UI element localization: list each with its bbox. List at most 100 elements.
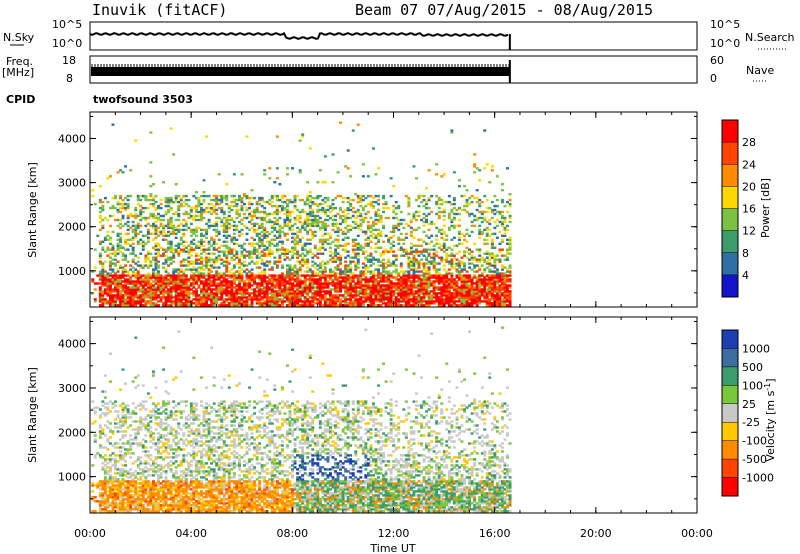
power-cell: [341, 230, 345, 234]
power-cell: [189, 276, 193, 279]
power-cell: [495, 268, 499, 271]
power-cell: [174, 270, 178, 273]
power-cell: [157, 204, 160, 208]
power-cell: [417, 292, 421, 295]
power-cell: [212, 288, 216, 291]
power-cell: [374, 294, 378, 297]
power-cell: [263, 300, 267, 303]
power-cell: [356, 194, 360, 198]
power-cell: [351, 278, 355, 281]
power-cell: [442, 302, 446, 305]
power-cell: [157, 242, 160, 245]
power-cell: [152, 304, 155, 307]
power-cell: [382, 252, 386, 255]
power-cell: [389, 272, 393, 275]
power-cell: [394, 270, 398, 273]
power-cell: [440, 198, 444, 202]
power-cell: [437, 300, 441, 303]
power-cell: [106, 234, 110, 237]
power-cell: [134, 262, 138, 265]
power-cell: [174, 274, 178, 277]
power-cell: [407, 264, 411, 267]
power-cell: [119, 274, 123, 277]
power-cell: [329, 250, 332, 253]
power-cell: [432, 244, 436, 247]
power-cell: [187, 290, 191, 293]
power-cell: [205, 284, 209, 287]
power-cell: [225, 300, 229, 303]
power-cell: [109, 292, 112, 295]
power-cell: [253, 214, 257, 218]
power-cell: [425, 272, 429, 275]
power-cell: [270, 250, 274, 253]
power-cell: [222, 254, 226, 257]
power-cell: [404, 280, 408, 283]
power-cell: [478, 236, 482, 239]
power-cell: [435, 298, 439, 301]
power-cell: [157, 290, 160, 293]
power-cell: [202, 250, 206, 253]
velocity-cell: [91, 400, 95, 403]
power-cell: [298, 254, 302, 257]
power-cell: [121, 252, 125, 255]
power-cell: [452, 218, 456, 222]
power-cell: [483, 282, 487, 285]
power-cell: [379, 300, 383, 303]
power-cell: [258, 226, 262, 230]
power-cell: [200, 252, 203, 255]
power-cell: [227, 206, 231, 210]
power-cell: [106, 294, 110, 297]
power-cell: [286, 256, 289, 259]
power-cell: [417, 214, 421, 218]
power-cell: [162, 276, 166, 279]
power-cell: [281, 226, 284, 230]
power-cell: [318, 294, 322, 297]
power-cell: [225, 246, 229, 249]
power-cell: [377, 202, 381, 206]
power-cell: [354, 193, 358, 196]
power-cell: [490, 246, 494, 249]
power-cell: [495, 296, 499, 299]
power-cell: [303, 278, 307, 281]
power-cell: [212, 194, 216, 198]
power-cell: [195, 302, 198, 305]
power-cell: [336, 294, 340, 297]
power-cell: [301, 222, 305, 226]
power-cell: [382, 296, 386, 299]
power-cell: [240, 302, 244, 305]
power-cell: [238, 212, 241, 216]
power-cell: [463, 208, 467, 212]
power-cell: [336, 256, 340, 259]
power-cell: [225, 234, 229, 237]
power-cell: [478, 250, 482, 253]
power-cell: [200, 300, 203, 303]
power-cell: [359, 290, 363, 293]
power-cell: [420, 290, 424, 293]
power-cell: [293, 242, 297, 245]
power-cell: [195, 214, 198, 218]
power-cell: [407, 298, 411, 301]
power-cell: [359, 278, 363, 281]
power-cell: [478, 302, 482, 305]
power-cell: [232, 266, 236, 269]
power-cell: [374, 173, 378, 176]
power-cell: [298, 214, 302, 218]
power-cell: [225, 282, 229, 285]
power-cell: [372, 200, 375, 204]
power-cell: [351, 210, 355, 214]
power-cell: [437, 210, 441, 214]
power-cell: [187, 204, 191, 208]
power-cell: [460, 262, 464, 265]
power-cell: [450, 294, 454, 297]
power-cell: [318, 274, 322, 277]
power-cell: [321, 208, 325, 212]
power-cell: [275, 167, 279, 170]
power-cell: [425, 200, 429, 204]
power-cell: [255, 276, 259, 279]
power-cell: [364, 290, 368, 293]
power-cell: [409, 242, 413, 245]
power-cell: [377, 260, 381, 263]
power-cell: [210, 208, 214, 212]
power-cell: [435, 296, 439, 299]
